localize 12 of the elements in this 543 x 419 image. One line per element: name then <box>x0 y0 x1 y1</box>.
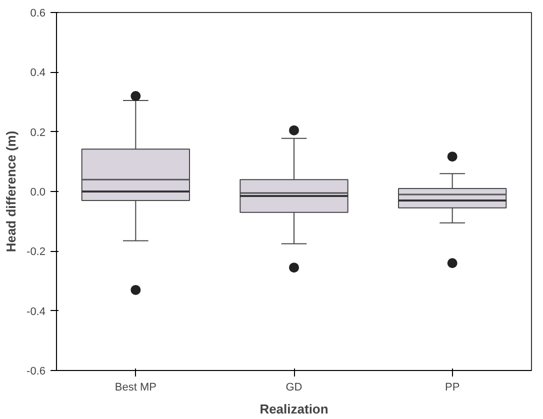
y-tick-label: 0.2 <box>30 126 46 139</box>
x-tick-label: PP <box>444 382 460 394</box>
x-axis-title: Realization <box>260 402 328 416</box>
y-axis-title: Head difference (m) <box>4 130 19 252</box>
x-tick-label: GD <box>286 382 302 394</box>
x-tick-label: Best MP <box>114 382 156 394</box>
y-tick-label: -0.6 <box>26 366 46 378</box>
y-tick-label: 0.6 <box>30 8 46 20</box>
y-tick-label: -0.4 <box>26 306 46 318</box>
y-tick-label: 0.4 <box>30 67 46 80</box>
y-tick-label: 0.0 <box>30 186 46 198</box>
y-tick-label: -0.2 <box>26 246 46 258</box>
